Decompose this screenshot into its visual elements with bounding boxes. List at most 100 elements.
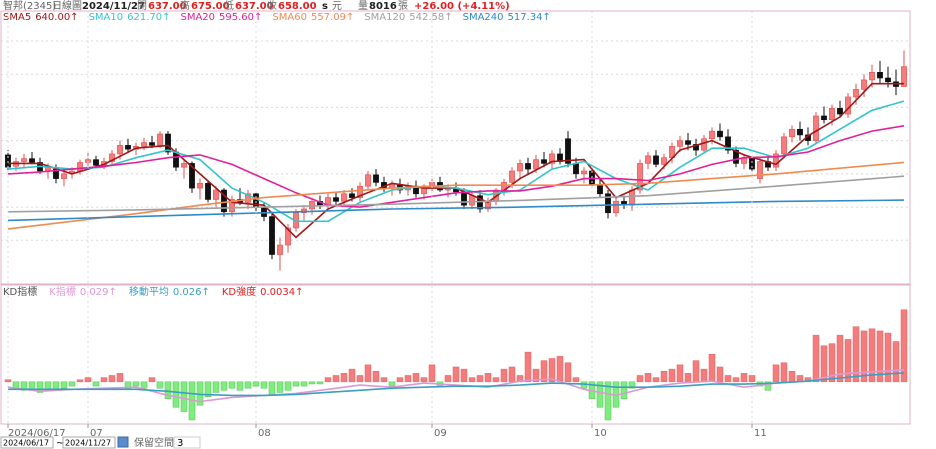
bar (556, 356, 564, 383)
candle-body (701, 138, 707, 151)
candle-body (21, 158, 27, 162)
candle-body (645, 155, 651, 164)
bar (380, 377, 388, 383)
legend-name: SMA120 (364, 12, 405, 23)
legend-name: K指標 (49, 285, 76, 298)
bar (348, 368, 356, 383)
legend-value: 595.60↑ (219, 12, 262, 23)
legend-name: SMA240 (463, 12, 504, 23)
bar (4, 379, 12, 383)
bar (340, 373, 348, 383)
candle-body (197, 183, 203, 189)
candle-body (581, 170, 587, 175)
x-tick-label: 11 (754, 428, 767, 439)
bar (604, 381, 612, 421)
bar (156, 381, 164, 389)
bar (884, 332, 892, 383)
bar (476, 375, 484, 383)
bar (100, 377, 108, 383)
candle-body (149, 142, 155, 146)
bar (716, 366, 724, 383)
bar (860, 330, 868, 383)
candle-body (525, 163, 531, 170)
bar (828, 343, 836, 383)
bar (820, 345, 828, 383)
candle-body (885, 77, 891, 83)
input[interactable] (0, 436, 54, 449)
bar (316, 381, 324, 385)
candle-body (877, 72, 883, 79)
legend-value: 542.58↑ (409, 12, 452, 23)
bar (772, 364, 780, 383)
legend-value: 0.029↑ (80, 287, 117, 298)
candle-body (861, 79, 867, 90)
stock-name: 智邦(2345) (3, 0, 56, 12)
bar (644, 373, 652, 383)
candle-body (213, 189, 219, 200)
legend-name: SMA60 (272, 12, 307, 23)
bar (748, 375, 756, 383)
bar (68, 381, 76, 387)
candle-body (269, 216, 275, 255)
bar (764, 381, 772, 391)
bar (460, 368, 468, 383)
candle-body (613, 201, 619, 214)
bar (780, 362, 788, 383)
bar (876, 330, 884, 383)
bar (60, 381, 68, 389)
input[interactable] (62, 436, 116, 449)
candle-body (341, 193, 347, 202)
bar (292, 381, 300, 387)
change: +26.00 (+4.11%) (414, 1, 510, 12)
bar (732, 377, 740, 383)
bar (108, 375, 116, 383)
bar (268, 381, 276, 395)
volume: 8016 (369, 1, 397, 12)
candle-body (549, 153, 555, 164)
candle-body (261, 206, 267, 217)
bar (396, 377, 404, 383)
bar (332, 375, 340, 383)
ma-line (7, 125, 905, 208)
candle-body (797, 128, 803, 136)
bar (548, 358, 556, 383)
button[interactable] (117, 436, 129, 448)
close: 658.00 (278, 1, 317, 12)
indicator-line (7, 369, 905, 403)
candle-body (693, 144, 699, 151)
candle-body (725, 136, 731, 151)
candle-body (517, 163, 523, 172)
to: 2024/11/27 (65, 439, 111, 448)
candle-body (677, 140, 683, 147)
bar (668, 368, 676, 383)
candle-body (365, 174, 371, 187)
bar (524, 351, 532, 383)
panel-frame (0, 284, 911, 425)
candle-body (61, 173, 67, 179)
toolbar: 2024/06/17 ~ 2024/11/27 保留空間 3 (0, 436, 201, 449)
bar (92, 381, 100, 387)
bar (180, 381, 188, 412)
bar (204, 381, 212, 397)
candle-body (421, 187, 427, 195)
bar (596, 381, 604, 408)
candle-body (829, 108, 835, 121)
bar (132, 381, 140, 387)
bar (508, 366, 516, 383)
bar (708, 354, 716, 383)
candle-body (109, 153, 115, 162)
candle-body (205, 183, 211, 200)
candle-body (285, 227, 291, 246)
candle-body (869, 72, 875, 81)
label: 保留空間 (134, 436, 174, 449)
bar (236, 381, 244, 391)
x-tick-label: 10 (594, 428, 607, 439)
x-tick-label: 07 (90, 428, 103, 439)
candle-body (685, 140, 691, 145)
candle-body (661, 157, 667, 165)
candle-body (117, 145, 123, 155)
input[interactable] (173, 436, 201, 449)
candle-body (77, 162, 83, 172)
bar (700, 368, 708, 383)
